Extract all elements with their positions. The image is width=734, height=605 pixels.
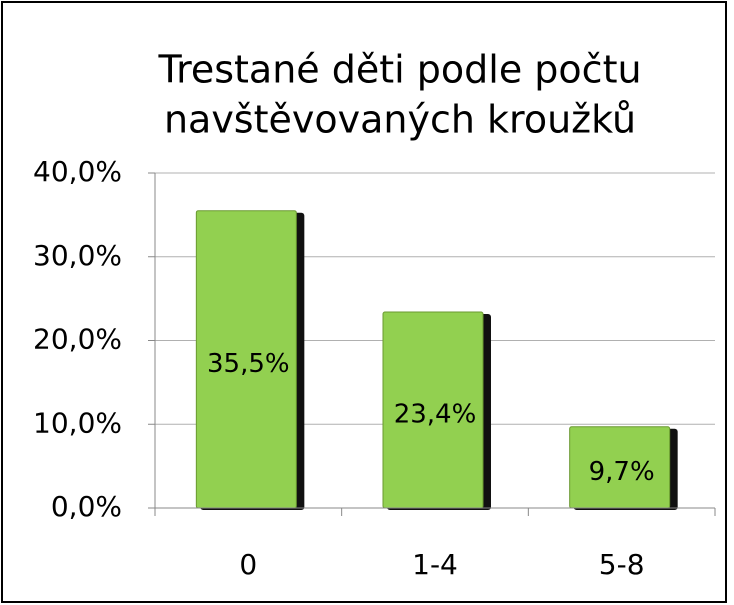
- chart-title: Trestané děti podle počtu: [157, 48, 641, 92]
- chart-title: navštěvovaných kroužků: [164, 98, 636, 142]
- data-label: 9,7%: [589, 457, 655, 487]
- y-tick-label: 10,0%: [33, 406, 122, 439]
- y-tick-label: 40,0%: [33, 155, 122, 188]
- y-tick-label: 30,0%: [33, 239, 122, 272]
- x-tick-label: 5-8: [599, 548, 645, 581]
- data-label: 23,4%: [394, 400, 477, 430]
- y-tick-label: 0,0%: [51, 490, 122, 523]
- y-tick-label: 20,0%: [33, 323, 122, 356]
- data-label: 35,5%: [207, 349, 290, 379]
- x-tick-label: 1-4: [412, 548, 458, 581]
- x-tick-label: 0: [239, 548, 257, 581]
